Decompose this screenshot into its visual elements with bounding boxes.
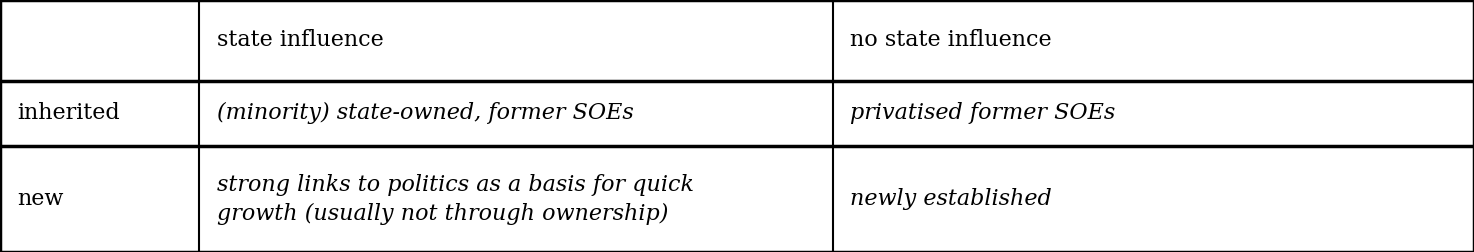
Text: new: new [18, 188, 63, 210]
Text: inherited: inherited [18, 102, 121, 124]
Text: strong links to politics as a basis for quick
growth (usually not through owners: strong links to politics as a basis for … [217, 174, 694, 225]
Text: privatised former SOEs: privatised former SOEs [850, 102, 1116, 124]
Text: state influence: state influence [217, 29, 383, 51]
Text: no state influence: no state influence [850, 29, 1052, 51]
Text: (minority) state-owned, former SOEs: (minority) state-owned, former SOEs [217, 102, 634, 124]
Text: newly established: newly established [850, 188, 1052, 210]
